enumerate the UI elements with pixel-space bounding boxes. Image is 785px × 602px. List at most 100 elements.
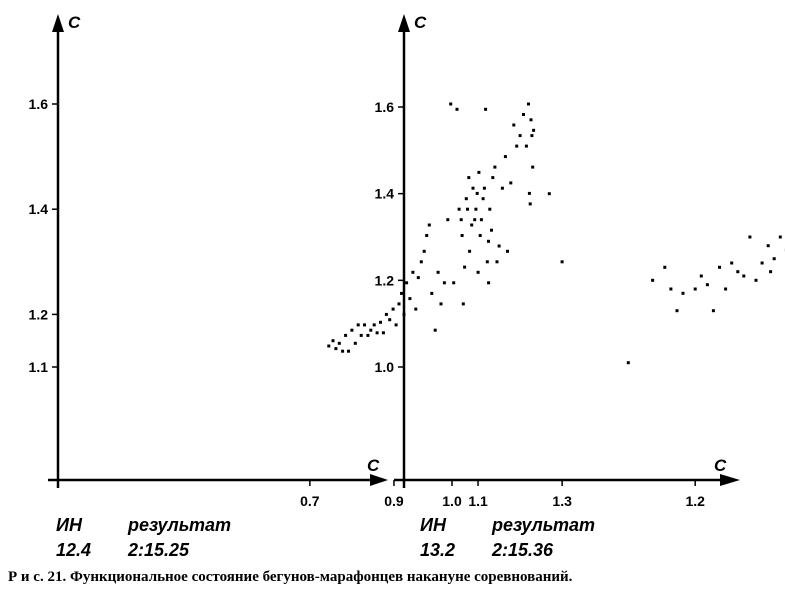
left-data-point — [419, 260, 423, 264]
left-data-point — [414, 307, 418, 311]
left-data-point — [515, 144, 519, 148]
left-data-point — [509, 181, 513, 185]
right-annotation-value-1: 13.2 — [420, 540, 455, 560]
right-data-point — [760, 261, 764, 265]
right-y-tick-label: 1.2 — [375, 272, 395, 288]
right-data-point — [705, 283, 709, 287]
left-data-point — [478, 234, 482, 237]
left-data-point — [411, 270, 415, 274]
left-data-point — [470, 223, 474, 227]
left-data-point — [527, 102, 530, 106]
left-data-point — [503, 155, 507, 159]
right-data-point — [487, 239, 490, 243]
left-data-point — [388, 318, 392, 322]
left-data-point — [427, 223, 431, 227]
left-data-point — [457, 207, 461, 211]
right-data-point — [711, 309, 715, 313]
right-x-tick-label: 1.2 — [685, 493, 705, 509]
left-data-point — [372, 323, 376, 327]
left-data-point — [446, 218, 450, 222]
left-y-tick-label: 1.1 — [29, 359, 49, 375]
left-data-point — [463, 265, 467, 269]
left-data-point — [467, 176, 471, 180]
left-data-point — [484, 107, 488, 111]
left-data-point — [356, 323, 360, 327]
right-annotation-value-2: 2:15.36 — [491, 540, 554, 560]
left-data-point — [497, 244, 501, 248]
left-data-point — [522, 113, 525, 116]
left-data-point — [500, 186, 504, 190]
left-x-axis-arrow — [370, 474, 388, 486]
left-data-point — [344, 333, 348, 337]
left-data-point — [430, 291, 434, 295]
left-y-tick-label: 1.4 — [29, 201, 49, 217]
left-data-point — [405, 281, 409, 285]
right-data-point — [772, 257, 776, 261]
figure-caption: Р и с. 21. Функциональное состояние бегу… — [8, 569, 573, 585]
left-x-tick-label: 0.9 — [384, 493, 404, 509]
left-data-point — [381, 331, 385, 335]
right-data-point — [693, 287, 697, 291]
left-y-tick-label: 1.6 — [29, 96, 49, 112]
left-data-point — [455, 107, 459, 111]
left-data-point — [433, 328, 437, 332]
right-data-point — [724, 287, 728, 291]
left-data-point — [512, 123, 516, 127]
left-data-point — [528, 202, 532, 206]
left-data-point — [327, 344, 331, 348]
left-data-point — [475, 191, 479, 195]
left-data-point — [466, 207, 469, 211]
left-x-tick-label: 1.3 — [552, 493, 572, 509]
left-x-tick-label: 1.1 — [468, 493, 488, 509]
right-annotation-label-1: ИН — [420, 515, 447, 535]
left-annotation-value-1: 12.4 — [56, 540, 91, 560]
left-data-point — [524, 144, 528, 148]
right-data-point — [778, 235, 782, 239]
left-data-point — [473, 218, 477, 222]
scatter-charts: C C 0.7 0.9 1.1 1.3 1.1 1.2 1.4 1.6 C C 1.0 1.2 1… — [29, 13, 785, 560]
right-x-axis-label: C — [714, 456, 727, 475]
left-data-point — [493, 165, 497, 169]
left-data-point — [488, 207, 492, 211]
left-data-point — [442, 281, 446, 285]
left-data-point — [518, 134, 522, 138]
right-tick-labels: 1.01.21.41.61.01.21.41.6 — [375, 99, 706, 509]
left-data-point — [397, 302, 401, 306]
right-data-point — [675, 309, 679, 313]
left-data-points — [327, 102, 564, 353]
right-data-points — [487, 192, 785, 365]
left-data-point — [474, 207, 478, 211]
left-data-point — [416, 276, 420, 280]
left-data-point — [468, 249, 472, 253]
left-data-point — [337, 341, 341, 345]
left-data-point — [459, 218, 463, 222]
left-data-point — [464, 197, 468, 201]
right-data-point — [681, 291, 685, 295]
left-annotation-value-2: 2:15.25 — [127, 540, 190, 560]
left-annotation: ИН результат 12.4 2:15.25 — [56, 515, 231, 560]
left-x-tick-label: 0.7 — [300, 493, 320, 509]
right-data-point — [736, 270, 740, 274]
left-data-point — [449, 102, 453, 106]
right-annotation: ИН результат 13.2 2:15.36 — [420, 515, 595, 560]
left-data-point — [379, 320, 382, 324]
left-data-point — [485, 260, 489, 264]
left-data-point — [471, 186, 475, 190]
left-data-point — [476, 270, 480, 274]
right-data-point — [730, 261, 734, 265]
right-x-tick-label: 1.0 — [442, 493, 462, 509]
right-chart: C C 1.01.21.41.61.01.21.41.6 — [375, 13, 785, 509]
left-data-point — [347, 349, 350, 353]
left-data-point — [400, 291, 403, 295]
right-y-tick-label: 1.0 — [375, 359, 395, 375]
left-data-point — [482, 186, 486, 190]
left-annotation-label-1: ИН — [56, 515, 83, 535]
left-data-point — [353, 341, 357, 345]
left-data-point — [439, 302, 443, 306]
left-data-point — [436, 270, 440, 274]
left-data-point — [491, 176, 495, 180]
left-data-point — [341, 349, 345, 353]
right-data-point — [699, 274, 703, 278]
right-annotation-label-2: результат — [491, 515, 595, 535]
left-data-point — [479, 218, 483, 222]
